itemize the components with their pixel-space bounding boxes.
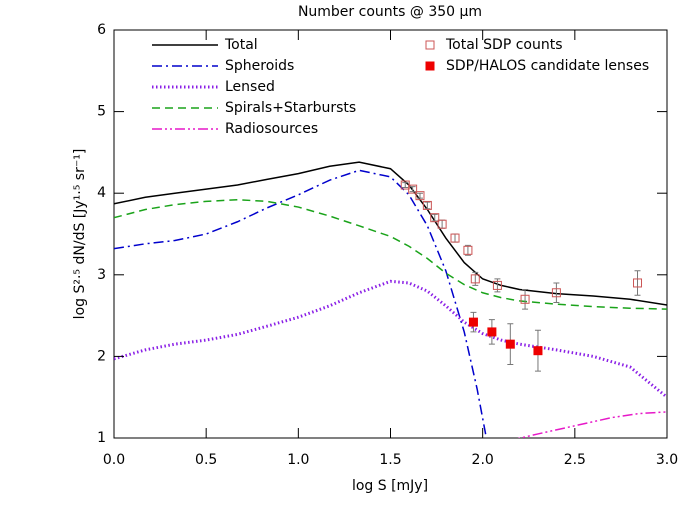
error-bar <box>439 219 446 229</box>
data-point <box>463 245 473 255</box>
data-point <box>505 339 515 349</box>
data-point <box>633 278 643 288</box>
chart-title: Number counts @ 350 μm <box>298 4 482 20</box>
data-point <box>487 327 497 337</box>
x-tick-label: 0.0 <box>103 452 125 468</box>
legend-label: Radiosources <box>225 121 318 137</box>
y-tick-label: 2 <box>97 348 106 364</box>
x-axis-label: log S [mJy] <box>352 478 428 494</box>
legend-label: Spheroids <box>225 58 294 74</box>
error-bar <box>452 233 459 243</box>
data-point <box>408 184 418 194</box>
y-tick-label: 3 <box>97 267 106 283</box>
error-bar <box>416 192 423 199</box>
y-axis-label: log S²·⁵ dN/dS [Jy¹·⁵ sr⁻¹] <box>72 149 88 320</box>
error-bar <box>553 282 560 304</box>
error-bar <box>409 186 416 193</box>
y-tick-label: 6 <box>97 22 106 38</box>
series-line <box>114 169 488 438</box>
data-point <box>430 213 440 223</box>
error-bar <box>402 182 409 188</box>
x-tick-label: 2.0 <box>472 452 494 468</box>
x-tick-label: 1.0 <box>287 452 309 468</box>
x-tick-label: 2.5 <box>564 452 586 468</box>
error-bar <box>634 270 641 296</box>
data-point <box>468 317 478 327</box>
data-point <box>450 233 460 243</box>
legend-label: Lensed <box>225 79 275 95</box>
series-line <box>114 279 667 399</box>
legend-label: Total SDP counts <box>445 37 563 53</box>
y-tick-label: 4 <box>97 185 106 201</box>
plot-area <box>114 161 667 438</box>
data-point <box>415 191 425 201</box>
y-tick-label: 1 <box>97 430 106 446</box>
series-line <box>114 161 667 306</box>
data-point <box>422 200 432 210</box>
legend-label: Total <box>224 37 258 53</box>
series-line <box>114 198 667 310</box>
data-point <box>437 219 447 229</box>
legend-swatch <box>425 61 435 71</box>
x-tick-label: 3.0 <box>656 452 678 468</box>
x-tick-label: 0.5 <box>195 452 217 468</box>
data-point <box>520 294 530 304</box>
x-tick-label: 1.5 <box>379 452 401 468</box>
error-bar <box>424 201 431 210</box>
legend-label: SDP/HALOS candidate lenses <box>446 58 649 74</box>
data-point <box>533 346 543 356</box>
data-point <box>551 288 561 298</box>
plot-frame <box>113 29 668 439</box>
error-bar <box>522 288 529 310</box>
data-point <box>470 274 480 284</box>
legend-label: Spirals+Starbursts <box>225 100 356 116</box>
y-tick-label: 5 <box>97 104 106 120</box>
data-point <box>492 280 502 290</box>
legend-swatch <box>425 40 435 50</box>
error-bar <box>431 213 438 222</box>
series-line <box>517 411 667 438</box>
error-bar <box>464 244 471 256</box>
